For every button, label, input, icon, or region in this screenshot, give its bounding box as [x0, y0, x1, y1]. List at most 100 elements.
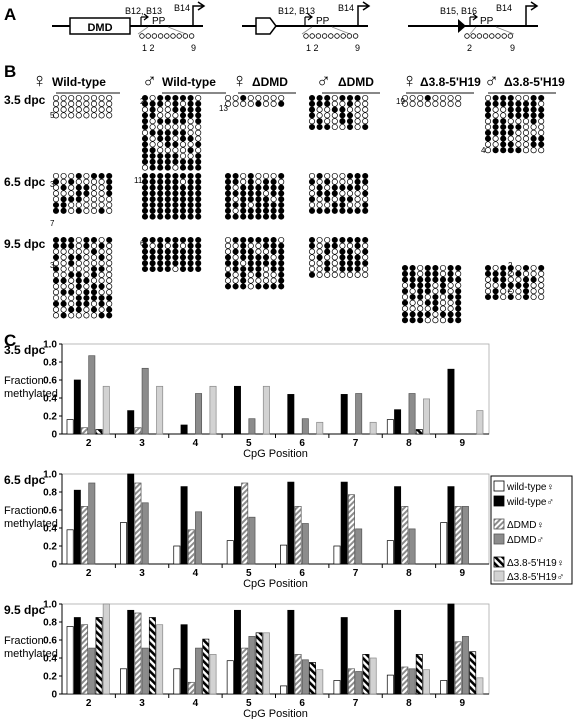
unmethylated-cpg-dot [432, 94, 439, 102]
methylated-cpg-dot [90, 289, 98, 296]
bar [476, 677, 484, 695]
methylated-cpg-dot [179, 129, 187, 136]
bar [340, 394, 348, 435]
bar [415, 654, 423, 695]
methylated-cpg-dot [316, 254, 323, 261]
methylated-cpg-dot [507, 106, 514, 113]
methylated-cpg-dot [179, 236, 187, 244]
methylated-cpg-dot [270, 248, 277, 255]
unmethylated-cpg-dot [455, 100, 462, 107]
methylated-cpg-dot [164, 260, 171, 267]
unmethylated-cpg-dot [316, 201, 323, 209]
methylated-cpg-dot [346, 248, 354, 255]
legend-label: wild-type♂ [506, 497, 554, 508]
bar [386, 419, 394, 435]
methylated-cpg-dot [157, 184, 164, 191]
methylated-cpg-dot [255, 201, 262, 209]
methylated-cpg-dot [339, 207, 346, 214]
unmethylated-cpg-dot [75, 94, 82, 102]
unmethylated-cpg-dot [331, 271, 338, 278]
methylated-cpg-dot [149, 254, 156, 261]
x-tick-label: 8 [406, 438, 412, 449]
unmethylated-cpg-dot [157, 112, 164, 119]
methylated-cpg-dot [346, 123, 354, 131]
methylated-cpg-dot [409, 311, 416, 318]
bar [287, 394, 295, 435]
construct-box-label: DMD [87, 22, 112, 34]
unmethylated-cpg-dot [401, 94, 409, 102]
methylated-cpg-dot [106, 184, 113, 191]
methylated-cpg-dot [515, 147, 522, 154]
column-symbol: ♂ [484, 70, 499, 92]
y-tick-label: 0.8 [43, 488, 57, 499]
unmethylated-cpg-dot [507, 276, 514, 283]
methylated-cpg-dot [149, 236, 156, 244]
methylated-cpg-dot [83, 294, 90, 302]
bar [134, 612, 142, 695]
unmethylated-cpg-dot [270, 100, 277, 107]
bar [202, 638, 210, 695]
column-label: Wild-type [52, 75, 106, 89]
methylated-cpg-dot [232, 283, 239, 290]
unmethylated-cpg-dot [68, 172, 75, 180]
deleted-dmd-box [255, 17, 277, 35]
methylated-cpg-dot [530, 118, 537, 125]
methylated-cpg-dot [270, 213, 277, 220]
chart-title: 6.5 dpc [4, 473, 46, 487]
methylated-cpg-dot [141, 100, 149, 107]
unmethylated-cpg-dot [195, 135, 202, 142]
unmethylated-cpg-dot [68, 184, 75, 191]
unmethylated-cpg-dot [447, 282, 454, 289]
unmethylated-cpg-dot [424, 100, 431, 107]
methylated-cpg-dot [255, 190, 262, 197]
methylated-cpg-dot [141, 141, 149, 148]
methylated-cpg-dot [172, 190, 179, 197]
cpg-site-dot [482, 33, 489, 39]
bar [333, 545, 341, 565]
methylated-cpg-dot [141, 118, 149, 125]
unmethylated-cpg-dot [538, 288, 545, 295]
unmethylated-cpg-dot [439, 293, 447, 301]
unmethylated-cpg-dot [90, 207, 98, 214]
methylated-cpg-dot [346, 236, 354, 244]
unmethylated-cpg-dot [439, 264, 447, 272]
unmethylated-cpg-dot [187, 129, 194, 136]
bar [316, 421, 324, 435]
bar [401, 666, 409, 695]
methylated-cpg-dot [106, 312, 113, 319]
methylated-cpg-dot [157, 178, 164, 185]
methylated-cpg-dot [90, 248, 98, 255]
methylated-cpg-dot [346, 207, 354, 214]
cpg-site-dot [188, 33, 195, 39]
methylated-cpg-dot [195, 118, 202, 125]
unmethylated-cpg-dot [68, 312, 75, 319]
unmethylated-cpg-dot [424, 317, 431, 324]
unmethylated-cpg-dot [195, 123, 202, 131]
unmethylated-cpg-dot [339, 190, 346, 197]
unmethylated-cpg-dot [339, 100, 346, 107]
methylated-cpg-dot [507, 123, 514, 131]
methylated-cpg-dot [240, 196, 247, 203]
methylated-cpg-dot [68, 260, 75, 267]
methylated-cpg-dot [187, 248, 194, 255]
methylated-cpg-dot [240, 248, 247, 255]
bar [209, 385, 217, 435]
unmethylated-cpg-dot [179, 141, 187, 148]
bar [226, 540, 234, 565]
unmethylated-cpg-dot [492, 264, 499, 272]
unmethylated-cpg-dot [83, 100, 90, 107]
methylated-cpg-dot [164, 196, 171, 203]
methylated-cpg-dot [331, 236, 338, 244]
unmethylated-cpg-dot [83, 312, 90, 319]
methylated-cpg-dot [346, 265, 354, 273]
methylated-cpg-dot [106, 178, 113, 185]
unmethylated-cpg-dot [538, 100, 545, 107]
methylated-cpg-dot [232, 178, 239, 185]
methylated-cpg-dot [195, 248, 202, 255]
methylated-cpg-dot [522, 276, 530, 283]
methylated-cpg-dot [538, 94, 545, 102]
methylated-cpg-dot [75, 254, 82, 261]
methylated-cpg-dot [141, 147, 149, 154]
methylated-cpg-dot [172, 248, 179, 255]
methylated-cpg-dot [172, 254, 179, 261]
